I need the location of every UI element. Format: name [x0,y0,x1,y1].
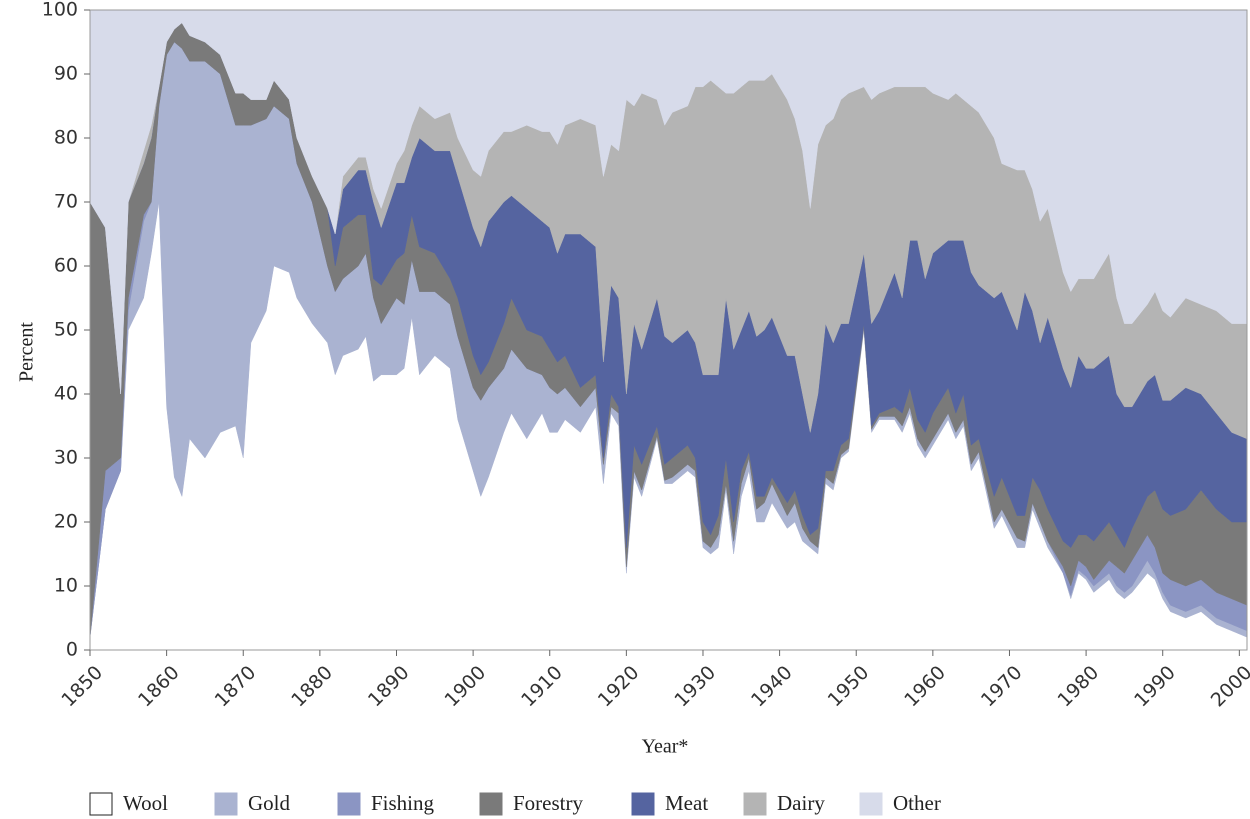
legend-item: Meat [631,791,708,816]
x-axis-title: Year* [642,736,689,758]
x-tick-label: 1900 [441,662,491,712]
x-tick-label: 1940 [747,662,797,712]
y-tick-label: 100 [42,0,78,21]
legend-label: Dairy [777,791,825,815]
x-tick-label: 1930 [670,662,720,712]
x-tick-label: 1910 [517,662,567,712]
x-tick-label: 1880 [287,662,337,712]
x-tick-label: 1970 [977,662,1027,712]
x-tick-label: 1850 [57,662,107,712]
y-tick-label: 30 [54,447,78,469]
legend-item: Wool [89,791,168,816]
legend-swatch [479,792,503,816]
y-tick-label: 90 [54,63,78,85]
legend-label: Other [893,791,941,815]
x-tick-label: 1960 [900,662,950,712]
legend-swatch [89,792,113,816]
x-tick-label: 1980 [1053,662,1103,712]
x-tick-label: 2000 [1207,662,1250,712]
x-tick-label: 1890 [364,662,414,712]
y-tick-label: 70 [54,191,78,213]
legend-item: Gold [214,791,291,816]
x-tick-label: 1990 [1130,662,1180,712]
legend-label: Fishing [371,791,435,815]
legend-label: Wool [123,791,168,815]
legend-item: Other [859,791,941,816]
legend-item: Forestry [479,791,583,816]
y-axis-title: Percent [16,322,38,382]
legend-label: Forestry [513,791,583,815]
legend-label: Gold [248,791,291,815]
x-tick-label: 1950 [824,662,874,712]
y-tick-label: 10 [54,575,78,597]
y-tick-label: 0 [66,639,78,661]
y-tick-label: 60 [54,255,78,277]
y-tick-label: 50 [54,319,78,341]
legend-item: Fishing [337,791,435,816]
legend-swatch [631,792,655,816]
y-tick-label: 20 [54,511,78,533]
x-tick-label: 1860 [134,662,184,712]
legend-label: Meat [665,791,708,815]
x-tick-label: 1920 [594,662,644,712]
legend-item: Dairy [743,791,825,816]
legend-swatch [743,792,767,816]
y-tick-label: 40 [54,383,78,405]
legend-swatch [214,792,238,816]
legend-swatch [859,792,883,816]
legend-swatch [337,792,361,816]
x-tick-label: 1870 [211,662,261,712]
y-tick-label: 80 [54,127,78,149]
